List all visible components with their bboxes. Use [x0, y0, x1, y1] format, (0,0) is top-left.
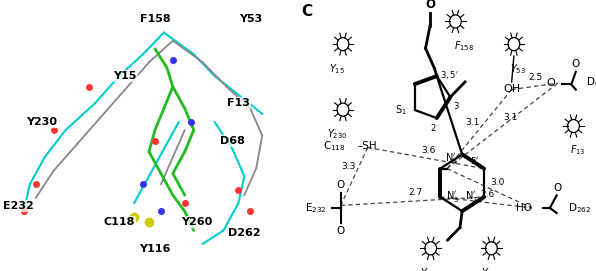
Text: F158: F158 — [139, 14, 170, 24]
Text: Y15: Y15 — [113, 71, 137, 81]
Text: $\mathrm{E_{232}}$: $\mathrm{E_{232}}$ — [306, 201, 327, 215]
Text: $\mathrm{D_{68}}$: $\mathrm{D_{68}}$ — [586, 75, 596, 89]
Text: $\mathit{F}_{13}$: $\mathit{F}_{13}$ — [570, 144, 586, 157]
Text: O: O — [572, 59, 580, 69]
Text: D68: D68 — [220, 136, 245, 146]
Text: 3.0: 3.0 — [491, 178, 505, 186]
Circle shape — [337, 38, 349, 51]
Text: –SH: –SH — [358, 141, 377, 151]
Text: 3.1: 3.1 — [465, 118, 480, 127]
Text: $\mathrm{N_4'}$: $\mathrm{N_4'}$ — [445, 151, 458, 166]
Circle shape — [567, 120, 579, 133]
Text: 3.6: 3.6 — [421, 146, 436, 155]
Text: 2.6: 2.6 — [481, 190, 495, 199]
Text: F13: F13 — [227, 98, 250, 108]
Text: 2.7: 2.7 — [408, 188, 423, 197]
Text: 2: 2 — [431, 124, 436, 133]
Text: O: O — [337, 226, 345, 235]
Text: $\mathit{F}_{158}$: $\mathit{F}_{158}$ — [454, 39, 474, 53]
Circle shape — [508, 38, 520, 51]
Text: O: O — [337, 180, 345, 190]
Text: 2.5: 2.5 — [529, 73, 543, 82]
Circle shape — [486, 242, 497, 255]
Text: HO: HO — [516, 203, 532, 213]
Text: $\mathit{Y}_{230}$: $\mathit{Y}_{230}$ — [327, 127, 347, 141]
Text: $\mathit{Y}_{15}$: $\mathit{Y}_{15}$ — [330, 62, 346, 76]
Text: $\mathrm{D_{262}}$: $\mathrm{D_{262}}$ — [568, 201, 591, 215]
Text: D262: D262 — [228, 228, 260, 238]
Circle shape — [449, 15, 461, 28]
Text: 3.1: 3.1 — [503, 113, 517, 122]
Text: O: O — [554, 183, 562, 193]
Text: $\mathit{Y}_{116}$: $\mathit{Y}_{116}$ — [420, 266, 441, 271]
Text: C: C — [302, 4, 312, 19]
Text: $\mathit{Y}_{53}$: $\mathit{Y}_{53}$ — [510, 62, 526, 76]
Text: $\mathrm{C_{118}}$: $\mathrm{C_{118}}$ — [322, 139, 345, 153]
Text: OH: OH — [503, 85, 520, 95]
Text: O: O — [547, 78, 555, 88]
Text: $\mathrm{N_1'}$: $\mathrm{N_1'}$ — [465, 189, 479, 204]
Circle shape — [337, 103, 349, 116]
Text: 3: 3 — [454, 102, 459, 111]
Text: $3,5'$: $3,5'$ — [440, 69, 459, 81]
Text: Y53: Y53 — [238, 14, 262, 24]
Circle shape — [425, 242, 436, 255]
Text: Y260: Y260 — [181, 217, 212, 227]
Text: $\mathrm{N_3'}$: $\mathrm{N_3'}$ — [446, 189, 459, 204]
Text: E232: E232 — [2, 201, 33, 211]
Text: 3.3: 3.3 — [342, 162, 356, 171]
Text: Y230: Y230 — [26, 117, 57, 127]
Text: Y116: Y116 — [139, 244, 170, 254]
Text: $5'$: $5'$ — [470, 155, 480, 166]
Text: $\mathit{Y}_{260}$: $\mathit{Y}_{260}$ — [481, 266, 502, 271]
Text: O: O — [425, 0, 435, 11]
Text: $\mathrm{S_1}$: $\mathrm{S_1}$ — [395, 103, 407, 117]
Text: C118: C118 — [104, 217, 135, 227]
